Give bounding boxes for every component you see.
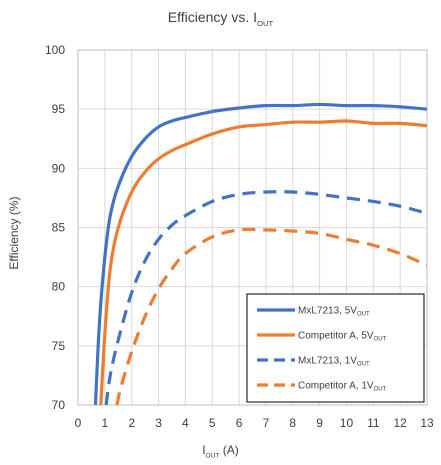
plot-border [77, 49, 428, 406]
x-tick-label: 9 [316, 416, 323, 430]
series-line-4 [115, 227, 427, 405]
x-tick-label: 2 [128, 416, 135, 430]
series-line-1 [93, 102, 427, 405]
y-tick-label: 90 [52, 161, 66, 175]
y-tick-label: 70 [52, 398, 66, 412]
y-tick-labels: 70 75 80 85 90 95 100 [45, 43, 65, 412]
x-tick-label: 5 [209, 416, 216, 430]
legend-label: Competitor A, 5VOUT [298, 331, 387, 343]
y-tick-label: 100 [45, 43, 65, 57]
x-tick-label: 8 [289, 416, 296, 430]
x-tick-labels: 0 1 2 3 4 5 6 7 8 9 10 11 12 13 [75, 416, 434, 430]
x-tick-label: 4 [182, 416, 189, 430]
x-axis-label: IOUT (A) [202, 443, 239, 460]
x-tick-label: 12 [393, 416, 407, 430]
x-tick-label: 1 [102, 416, 109, 430]
legend-label: Competitor A, 1VOUT [298, 381, 387, 393]
chart-title: Efficiency vs. IOUT [167, 9, 274, 28]
y-tick-label: 75 [52, 339, 66, 353]
legend-label: MxL7213, 1VOUT [298, 356, 370, 368]
y-tick-label: 80 [52, 280, 66, 294]
series-line-2 [99, 119, 427, 405]
legend: MxL7213, 5VOUT Competitor A, 5VOUT MxL7213… [246, 293, 425, 403]
x-tick-label: 3 [155, 416, 162, 430]
x-tick-label: 10 [340, 416, 354, 430]
y-tick-label: 85 [52, 221, 66, 235]
series-lines [93, 102, 427, 405]
x-tick-label: 13 [420, 416, 434, 430]
x-tick-label: 6 [236, 416, 243, 430]
x-tick-label: 11 [367, 416, 380, 430]
series-line-3 [104, 190, 427, 405]
x-tick-label: 7 [263, 416, 270, 430]
y-tick-label: 95 [52, 102, 66, 116]
legend-label: MxL7213, 5VOUT [298, 306, 370, 318]
x-tick-label: 0 [75, 416, 82, 430]
